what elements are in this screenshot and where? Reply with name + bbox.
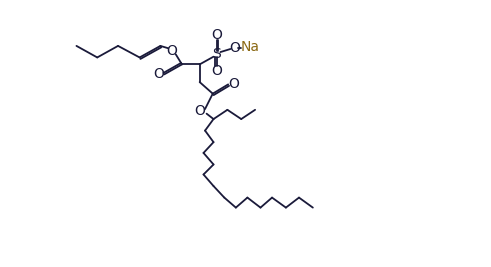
Text: O: O	[166, 44, 177, 58]
Text: Na: Na	[241, 40, 260, 54]
Text: S: S	[212, 47, 221, 61]
Text: O: O	[229, 41, 240, 55]
Text: O: O	[228, 77, 239, 91]
Text: O: O	[153, 67, 164, 81]
Text: O: O	[194, 104, 205, 118]
Text: O: O	[211, 28, 222, 42]
Text: O: O	[211, 64, 222, 77]
